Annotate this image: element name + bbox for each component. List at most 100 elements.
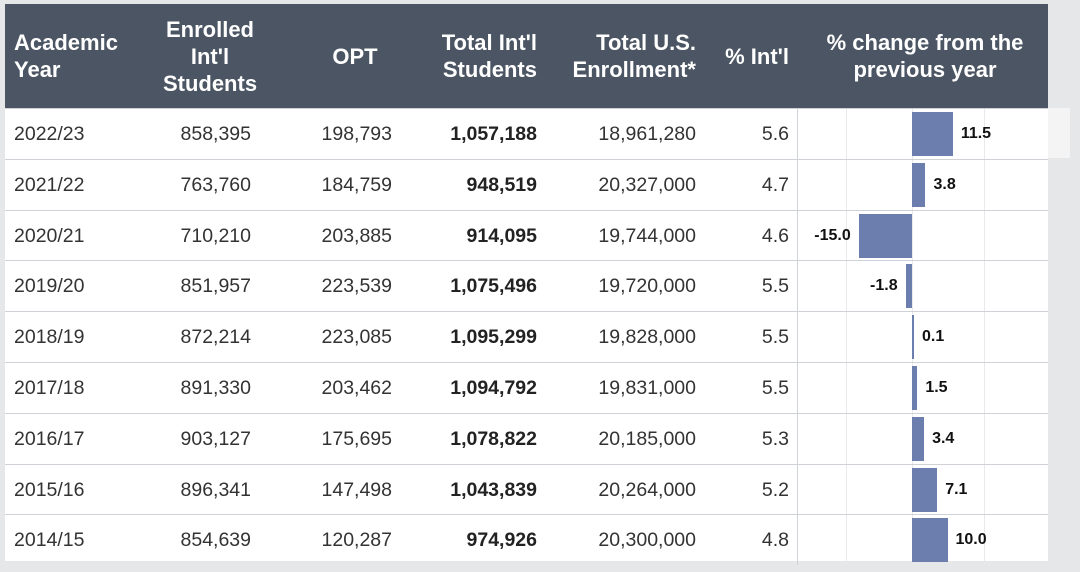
change-bar <box>912 416 925 461</box>
pct-intl-cell: 5.2 <box>761 478 789 501</box>
academic-year-cell: 2018/19 <box>14 326 85 349</box>
pct-change-cell: 1.5 <box>797 363 1049 413</box>
academic-year-cell: 2017/18 <box>14 377 85 399</box>
chart-gridline <box>846 312 847 363</box>
enrolled-cell: 896,341 <box>180 478 252 501</box>
chart-gridline <box>984 159 985 210</box>
header-opt: OPT <box>332 43 378 69</box>
academic-year-cell: 2022/23 <box>14 123 85 145</box>
pct-change-cell: 11.5 <box>797 109 1049 159</box>
opt-cell: 184,759 <box>321 173 393 196</box>
change-bar <box>912 315 914 360</box>
table-row: 2016/17 903,127 175,695 1,078,822 20,185,000… <box>5 412 1049 464</box>
chart-gridline <box>984 413 985 464</box>
total-intl-cell: 914,095 <box>466 224 538 247</box>
chart-gridline <box>846 261 847 312</box>
academic-year-cell: 2020/21 <box>14 224 85 247</box>
total-intl-cell: 974,926 <box>466 529 538 552</box>
change-bar <box>905 264 912 309</box>
change-bar <box>912 162 926 207</box>
total-us-cell: 19,744,000 <box>598 224 696 247</box>
table-row: 2017/18 891,330 203,462 1,094,792 19,831,000… <box>5 362 1048 413</box>
total-us-cell: 20,300,000 <box>598 529 696 552</box>
pct-change-cell: -1.8 <box>797 261 1049 312</box>
pct-change-cell: 10.0 <box>797 515 1049 566</box>
enrolled-cell: 891,330 <box>180 377 252 399</box>
pct-intl-cell: 5.3 <box>761 427 789 450</box>
total-us-cell: 20,185,000 <box>598 427 696 450</box>
chart-gridline <box>984 363 985 413</box>
chart-gridline <box>984 312 985 363</box>
total-intl-cell: 1,094,792 <box>450 377 537 399</box>
pct-intl-cell: 5.6 <box>761 123 789 145</box>
table-row: 2021/22 763,760 184,759 948,519 20,327,000 4.… <box>5 158 1049 210</box>
chart-gridline <box>846 464 847 515</box>
opt-cell: 147,498 <box>321 478 393 501</box>
opt-cell: 120,287 <box>321 529 393 552</box>
table-row: 2020/21 710,210 203,885 914,095 19,744,000 4.… <box>5 209 1049 261</box>
academic-year-cell: 2014/15 <box>14 529 85 552</box>
enrolled-cell: 763,760 <box>180 173 252 196</box>
header-pct-intl: % Int'l <box>725 43 789 69</box>
change-label: 11.5 <box>960 125 992 142</box>
change-bar <box>858 213 912 258</box>
enrolled-cell: 903,127 <box>180 427 252 450</box>
chart-gridline <box>846 109 847 159</box>
header-total-us: Total U.S. Enrollment* <box>572 30 696 82</box>
academic-year-cell: 2016/17 <box>14 427 85 450</box>
header-academic-year: Academic Year <box>14 30 118 82</box>
chart-gridline <box>846 413 847 464</box>
change-bar <box>912 467 938 512</box>
enrolled-cell: 858,395 <box>180 123 252 145</box>
pct-intl-cell: 5.5 <box>761 275 789 298</box>
chart-gridline <box>846 363 847 413</box>
total-us-cell: 19,720,000 <box>598 275 696 298</box>
enrolled-cell: 872,214 <box>180 326 252 349</box>
pct-intl-cell: 4.8 <box>761 529 789 552</box>
chart-gridline <box>984 261 985 312</box>
enrolled-cell: 851,957 <box>180 275 252 298</box>
total-intl-cell: 1,095,299 <box>450 326 537 349</box>
chart-gridline <box>984 210 985 261</box>
enrollment-table: Academic Year Enrolled Int'l Students OP… <box>5 4 1049 566</box>
pct-change-cell: -15.0 <box>797 210 1049 261</box>
pct-change-cell: 3.8 <box>797 159 1049 210</box>
chart-gridline <box>984 515 985 566</box>
header-total-intl: Total Int'l Students <box>441 30 537 82</box>
total-intl-cell: 1,078,822 <box>450 427 537 450</box>
pct-intl-cell: 4.6 <box>761 224 789 247</box>
total-us-cell: 20,264,000 <box>598 478 696 501</box>
header-enrolled: Enrolled Int'l Students <box>162 16 258 96</box>
total-us-cell: 18,961,280 <box>598 123 696 145</box>
total-us-cell: 20,327,000 <box>598 173 696 196</box>
total-intl-cell: 1,043,839 <box>450 478 537 501</box>
change-label: -1.8 <box>870 277 898 295</box>
pct-intl-cell: 5.5 <box>761 326 789 349</box>
chart-gridline <box>846 515 847 566</box>
change-label: 10.0 <box>955 531 987 549</box>
table-row: 2019/20 851,957 223,539 1,075,496 19,720,000… <box>5 260 1049 312</box>
opt-cell: 203,462 <box>321 377 393 399</box>
chart-gridline <box>984 109 985 159</box>
header-pct-change: % change from the previous year <box>826 30 1024 82</box>
table-row: 2018/19 872,214 223,085 1,095,299 19,828,000… <box>5 311 1048 363</box>
table-row: 2014/15 854,639 120,287 974,926 20,300,000 4.… <box>5 514 1049 566</box>
change-label: 7.1 <box>945 480 968 498</box>
total-intl-cell: 948,519 <box>466 173 538 196</box>
pct-change-cell: 3.4 <box>797 413 1049 464</box>
chart-gridline <box>846 210 847 261</box>
change-bar <box>912 112 953 156</box>
chart-gridline <box>846 159 847 210</box>
academic-year-cell: 2019/20 <box>14 275 85 298</box>
opt-cell: 198,793 <box>321 123 393 145</box>
change-bar <box>912 518 948 563</box>
enrolled-cell: 854,639 <box>180 529 252 552</box>
pct-intl-cell: 5.5 <box>761 377 789 399</box>
scroll-edge <box>1048 108 1070 158</box>
chart-gridline <box>912 210 913 261</box>
total-intl-cell: 1,075,496 <box>450 275 537 298</box>
chart-gridline <box>984 464 985 515</box>
chart-gridline <box>912 261 913 312</box>
table-header: Academic Year Enrolled Int'l Students OP… <box>5 4 1048 108</box>
table-row: 2022/23 858,395 198,793 1,057,188 18,961,280… <box>5 108 1048 159</box>
